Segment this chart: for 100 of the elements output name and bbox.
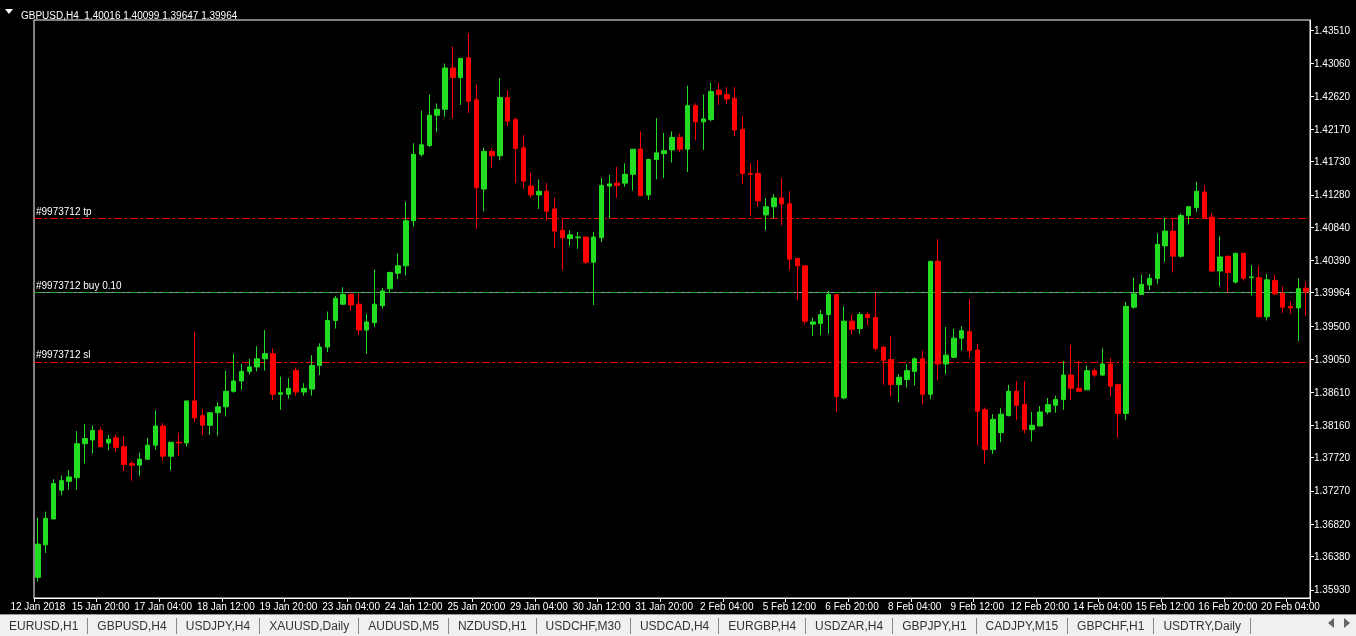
candlestick	[677, 133, 683, 153]
candlestick	[849, 314, 855, 335]
candlestick	[1225, 255, 1231, 293]
candlestick	[685, 85, 690, 173]
x-tick-label: 6 Feb 20:00	[825, 600, 880, 612]
y-tick-label: 1.43060	[1314, 58, 1351, 70]
candlestick	[873, 292, 878, 352]
candlestick	[340, 286, 346, 306]
candlestick	[630, 148, 636, 192]
candlestick	[247, 358, 252, 375]
candlestick	[1029, 411, 1035, 442]
candlestick	[278, 376, 283, 411]
x-tick-label: 15 Feb 12:00	[1135, 600, 1196, 612]
candlestick	[1037, 405, 1043, 427]
candlestick	[865, 311, 870, 327]
x-tick-label: 16 Feb 20:00	[1198, 600, 1258, 612]
y-tick-label: 1.37270	[1314, 485, 1351, 497]
candlestick	[599, 177, 604, 243]
candlestick	[43, 511, 48, 554]
x-tick-label: 23 Jan 04:00	[322, 600, 381, 612]
candlestick	[1217, 235, 1223, 287]
candlestick	[661, 132, 667, 179]
candlestick	[121, 435, 127, 472]
text: NZDUSD,H1	[448, 618, 537, 634]
candlestick	[1249, 264, 1254, 296]
x-tick-label: 25 Jan 20:00	[447, 600, 506, 612]
candlestick	[724, 86, 730, 104]
candlestick	[223, 370, 229, 417]
candlestick	[998, 407, 1004, 443]
y-tick-label: 1.35930	[1314, 584, 1351, 596]
candlestick	[1162, 217, 1168, 263]
candlestick	[943, 326, 949, 375]
x-tick-label: 9 Feb 12:00	[950, 600, 1005, 612]
candlestick	[1280, 285, 1285, 314]
candlestick	[928, 260, 933, 400]
y-tick-label: 1.39964	[1314, 286, 1351, 298]
candlestick	[176, 432, 182, 457]
candlestick	[1123, 301, 1129, 421]
text: CADJPY,M15	[976, 618, 1069, 634]
candlestick	[1155, 232, 1160, 285]
candlestick	[763, 197, 769, 231]
candlestick	[364, 313, 369, 355]
text: XAUUSD,Daily	[260, 618, 360, 634]
candlestick	[481, 147, 487, 212]
text: GBPUSD,H4	[88, 618, 177, 634]
candlestick	[387, 271, 393, 293]
candlestick	[356, 292, 362, 336]
candlestick	[771, 193, 777, 220]
x-tick-label: 14 Feb 04:00	[1073, 600, 1133, 612]
candlestick	[1006, 384, 1011, 417]
candlestick	[693, 102, 698, 141]
candlestick	[442, 63, 448, 118]
text: EURGBP,H4	[719, 618, 807, 634]
candlestick	[301, 382, 307, 397]
candlestick	[654, 117, 659, 180]
candlestick	[1084, 364, 1090, 391]
candlestick	[1256, 265, 1262, 318]
x-tick-label: 24 Jan 12:00	[384, 600, 444, 612]
candlestick	[1100, 347, 1105, 377]
candlestick	[293, 367, 299, 397]
candlestick	[497, 77, 503, 161]
candlestick	[59, 474, 64, 496]
candlestick	[74, 430, 80, 490]
candlestick	[740, 115, 745, 185]
candlestick	[137, 452, 142, 477]
ref-line-label: #9973712 tp	[36, 206, 93, 218]
candlestick	[818, 309, 823, 336]
candlestick	[959, 325, 964, 352]
candlestick	[145, 437, 150, 460]
candlestick	[513, 116, 518, 184]
candlestick	[1139, 274, 1144, 296]
text: USDCAD,H4	[630, 618, 720, 634]
ref-line-label: #9973712 sl	[36, 349, 91, 361]
x-tick-label: 20 Feb 04:00	[1260, 600, 1321, 612]
x-tick-label: 30 Jan 12:00	[572, 600, 631, 612]
candlestick	[395, 252, 401, 280]
candlestick	[489, 147, 495, 169]
candlestick	[372, 269, 377, 328]
y-tick-label: 1.43510	[1314, 24, 1351, 36]
candlestick	[1092, 367, 1097, 378]
x-tick-label: 2 Feb 04:00	[700, 600, 754, 612]
text: USDZAR,H4	[806, 618, 894, 634]
candlestick	[200, 408, 205, 436]
candlestick	[1186, 205, 1191, 225]
candlestick	[904, 363, 910, 389]
candlestick	[82, 423, 88, 465]
candlestick	[826, 290, 831, 335]
candlestick	[896, 373, 902, 403]
candlestick	[403, 201, 409, 276]
candlestick	[184, 400, 189, 448]
candlestick	[1131, 277, 1137, 310]
candlestick	[990, 413, 996, 455]
candlestick	[1147, 273, 1152, 291]
candlestick	[1233, 252, 1238, 285]
candlestick	[857, 311, 863, 335]
candlestick	[1178, 212, 1184, 259]
candlestick	[716, 82, 722, 106]
candlestick	[810, 316, 816, 337]
y-tick-label: 1.41730	[1314, 156, 1351, 168]
candlestick	[1115, 384, 1121, 439]
